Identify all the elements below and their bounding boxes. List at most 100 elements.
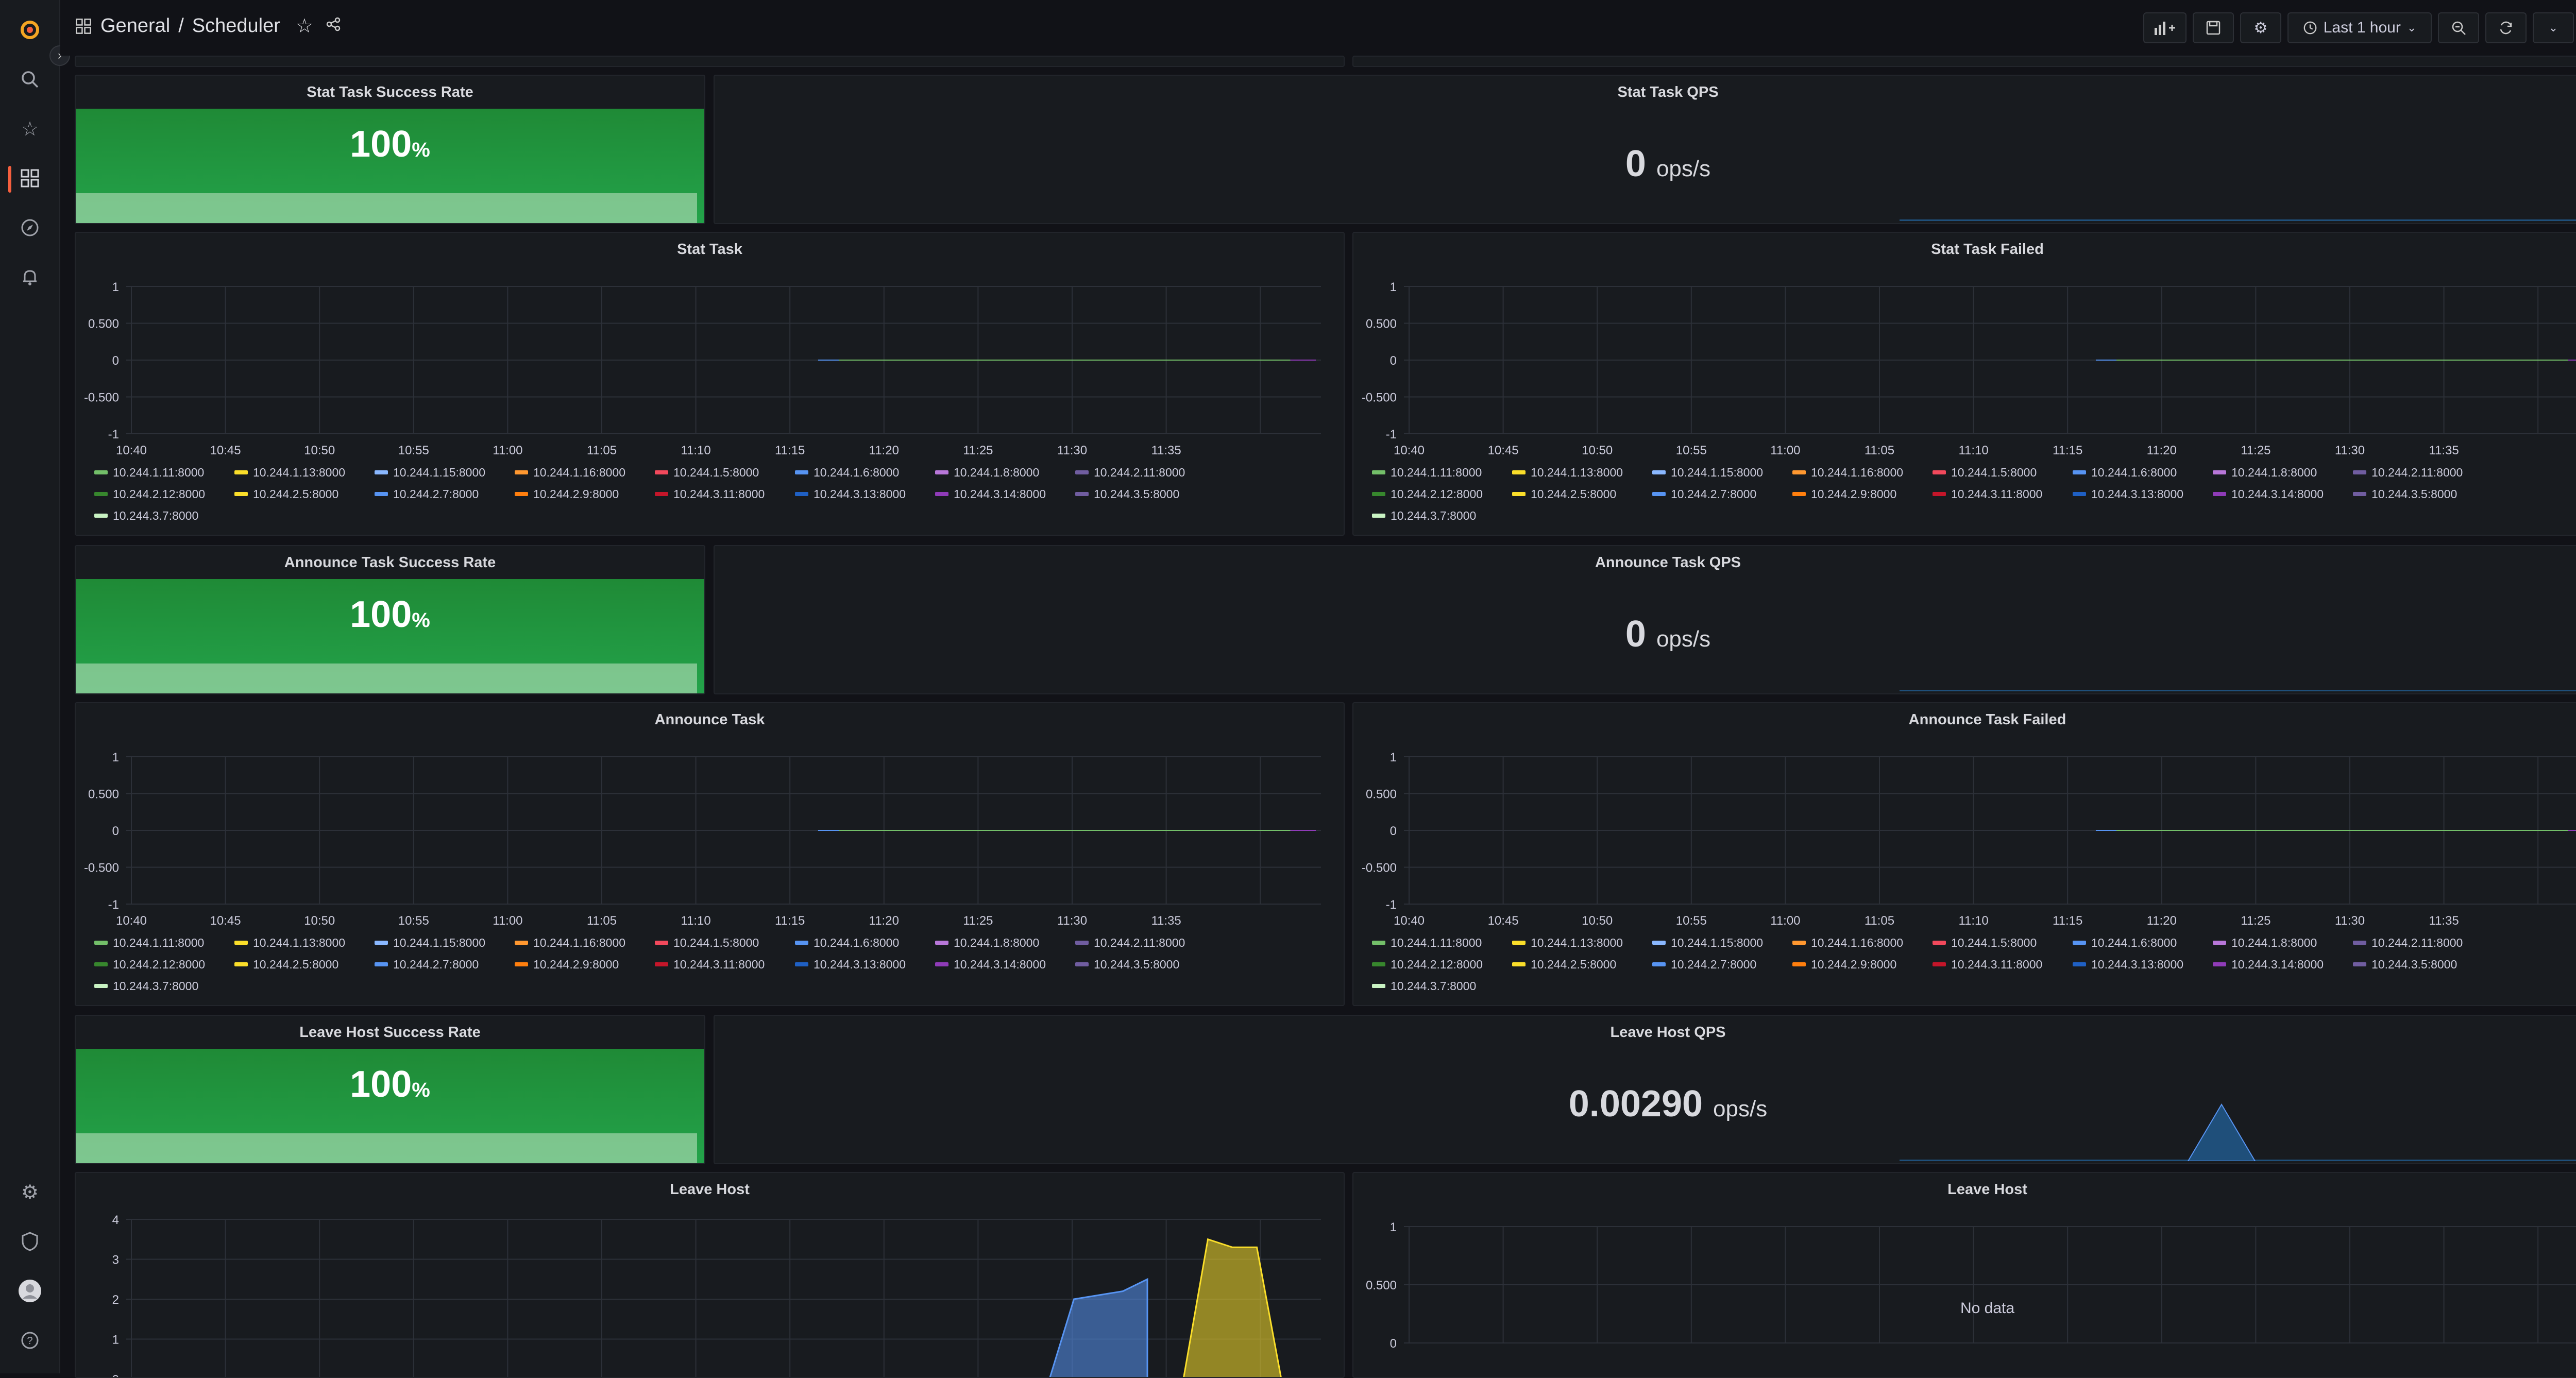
legend-item[interactable]: 10.244.2.11:8000: [1075, 932, 1215, 954]
legend-item[interactable]: 10.244.1.5:8000: [1933, 462, 2073, 483]
user-avatar[interactable]: [15, 1277, 44, 1305]
legend-item[interactable]: 10.244.2.9:8000: [515, 483, 655, 505]
legend-item[interactable]: 10.244.3.11:8000: [1933, 954, 2073, 975]
stat-task-failed-panel[interactable]: Stat Task Failed 1 0.500 0 -0.500 -1 10:40 10:…: [1352, 232, 2576, 536]
announce-task-qps-panel[interactable]: Announce Task QPS 0 ops/s: [714, 545, 2576, 694]
legend-item[interactable]: 10.244.3.7:8000: [94, 505, 234, 526]
legend-item[interactable]: 10.244.3.13:8000: [795, 954, 935, 975]
alerting-bell-icon[interactable]: [15, 263, 44, 292]
dashboard-settings-button[interactable]: ⚙: [2240, 12, 2281, 43]
legend-item[interactable]: 10.244.1.8:8000: [2213, 462, 2353, 483]
legend-item[interactable]: 10.244.2.11:8000: [2353, 462, 2493, 483]
legend-item[interactable]: 10.244.2.12:8000: [94, 483, 234, 505]
grafana-logo-icon[interactable]: [15, 15, 44, 44]
announce-task-success-rate-panel[interactable]: Announce Task Success Rate 100%: [75, 545, 705, 694]
legend-item[interactable]: 10.244.2.7:8000: [1652, 954, 1792, 975]
legend-item[interactable]: 10.244.1.6:8000: [795, 932, 935, 954]
server-admin-shield-icon[interactable]: [15, 1227, 44, 1256]
announce-task-failed-panel[interactable]: Announce Task Failed 1 0.500 0 -0.500 -1 10:4…: [1352, 702, 2576, 1006]
legend-item[interactable]: 10.244.2.9:8000: [1792, 954, 1933, 975]
legend-item[interactable]: 10.244.1.13:8000: [234, 932, 375, 954]
legend-item[interactable]: 10.244.3.11:8000: [1933, 483, 2073, 505]
legend-item[interactable]: 10.244.2.7:8000: [1652, 483, 1792, 505]
legend-item[interactable]: 10.244.1.5:8000: [655, 462, 795, 483]
legend-item[interactable]: 10.244.2.9:8000: [1792, 483, 1933, 505]
legend-item[interactable]: 10.244.2.12:8000: [94, 954, 234, 975]
add-panel-button[interactable]: [2143, 12, 2187, 43]
stat-task-success-rate-panel[interactable]: Stat Task Success Rate 100%: [75, 75, 705, 224]
explore-icon[interactable]: [15, 213, 44, 242]
search-icon[interactable]: [15, 65, 44, 94]
announce-task-panel[interactable]: Announce Task 1 0.500 0 -0.500 -1 10:40 10:45 1…: [75, 702, 1345, 1006]
legend-item[interactable]: 10.244.3.5:8000: [2353, 483, 2493, 505]
legend-item[interactable]: 10.244.1.8:8000: [935, 932, 1075, 954]
legend-item[interactable]: 10.244.2.9:8000: [515, 954, 655, 975]
legend-item[interactable]: 10.244.1.6:8000: [2073, 932, 2213, 954]
legend-item[interactable]: 10.244.1.16:8000: [1792, 932, 1933, 954]
legend-item[interactable]: 10.244.2.12:8000: [1372, 483, 1512, 505]
legend-item[interactable]: 10.244.1.11:8000: [1372, 932, 1512, 954]
legend-item[interactable]: 10.244.2.11:8000: [2353, 932, 2493, 954]
legend-item[interactable]: 10.244.3.7:8000: [1372, 975, 1512, 997]
legend-item[interactable]: 10.244.1.5:8000: [1933, 932, 2073, 954]
legend-item[interactable]: 10.244.1.15:8000: [1652, 932, 1792, 954]
legend-item[interactable]: 10.244.2.5:8000: [234, 483, 375, 505]
legend-item[interactable]: 10.244.2.11:8000: [1075, 462, 1215, 483]
legend-item[interactable]: 10.244.3.7:8000: [94, 975, 234, 997]
refresh-button[interactable]: [2485, 12, 2527, 43]
legend-item[interactable]: 10.244.3.13:8000: [2073, 483, 2213, 505]
leave-host-qps-panel[interactable]: Leave Host QPS 0.00290 ops/s: [714, 1015, 2576, 1164]
legend-item[interactable]: 10.244.1.16:8000: [515, 932, 655, 954]
stat-task-qps-panel[interactable]: Stat Task QPS 0 ops/s: [714, 75, 2576, 224]
legend-item[interactable]: 10.244.3.5:8000: [1075, 954, 1215, 975]
save-dashboard-button[interactable]: [2193, 12, 2234, 43]
star-dashboard-icon[interactable]: ☆: [295, 15, 313, 37]
legend-item[interactable]: 10.244.1.8:8000: [2213, 932, 2353, 954]
legend-item[interactable]: 10.244.1.15:8000: [375, 932, 515, 954]
zoom-out-button[interactable]: [2438, 12, 2479, 43]
leave-host-panel[interactable]: Leave Host 4 3 2 1 0: [75, 1172, 1345, 1378]
legend-item[interactable]: 10.244.1.15:8000: [1652, 462, 1792, 483]
legend-item[interactable]: 10.244.2.7:8000: [375, 483, 515, 505]
legend-item[interactable]: 10.244.2.5:8000: [234, 954, 375, 975]
breadcrumb-dashboard[interactable]: Scheduler: [192, 15, 280, 37]
leave-host-success-rate-panel[interactable]: Leave Host Success Rate 100%: [75, 1015, 705, 1164]
help-icon[interactable]: ?: [15, 1326, 44, 1355]
legend-item[interactable]: 10.244.3.11:8000: [655, 954, 795, 975]
legend-item[interactable]: 10.244.3.14:8000: [935, 954, 1075, 975]
stat-task-panel[interactable]: Stat Task 1 0.500 0 -0.500 -1 10:40 10:45 10:50…: [75, 232, 1345, 536]
legend-item[interactable]: 10.244.1.13:8000: [234, 462, 375, 483]
legend-item[interactable]: 10.244.3.14:8000: [2213, 483, 2353, 505]
legend-item[interactable]: 10.244.3.14:8000: [2213, 954, 2353, 975]
legend-item[interactable]: 10.244.1.11:8000: [1372, 462, 1512, 483]
legend-item[interactable]: 10.244.1.8:8000: [935, 462, 1075, 483]
legend-item[interactable]: 10.244.3.14:8000: [935, 483, 1075, 505]
share-icon[interactable]: [326, 15, 341, 37]
legend-item[interactable]: 10.244.1.6:8000: [795, 462, 935, 483]
legend-item[interactable]: 10.244.1.11:8000: [94, 462, 234, 483]
legend-item[interactable]: 10.244.1.13:8000: [1512, 462, 1652, 483]
legend-item[interactable]: 10.244.1.16:8000: [515, 462, 655, 483]
legend-item[interactable]: 10.244.2.5:8000: [1512, 954, 1652, 975]
starred-icon[interactable]: ☆: [21, 118, 39, 140]
legend-item[interactable]: 10.244.2.12:8000: [1372, 954, 1512, 975]
legend-item[interactable]: 10.244.1.16:8000: [1792, 462, 1933, 483]
legend-item[interactable]: 10.244.1.6:8000: [2073, 462, 2213, 483]
dashboards-icon[interactable]: [15, 164, 44, 193]
legend-item[interactable]: 10.244.3.5:8000: [2353, 954, 2493, 975]
legend-item[interactable]: 10.244.1.15:8000: [375, 462, 515, 483]
configuration-gear-icon[interactable]: ⚙: [21, 1181, 39, 1203]
legend-item[interactable]: 10.244.1.11:8000: [94, 932, 234, 954]
legend-item[interactable]: 10.244.3.13:8000: [795, 483, 935, 505]
refresh-interval-dropdown[interactable]: ⌄: [2533, 12, 2574, 43]
legend-item[interactable]: 10.244.3.11:8000: [655, 483, 795, 505]
time-picker-button[interactable]: Last 1 hour ⌄: [2287, 12, 2432, 43]
legend-item[interactable]: 10.244.1.5:8000: [655, 932, 795, 954]
leave-host-panel-2[interactable]: Leave Host 1 0.500 0 No data: [1352, 1172, 2576, 1378]
breadcrumb-folder[interactable]: General: [100, 15, 171, 37]
legend-item[interactable]: 10.244.1.13:8000: [1512, 932, 1652, 954]
legend-item[interactable]: 10.244.2.5:8000: [1512, 483, 1652, 505]
legend-item[interactable]: 10.244.3.5:8000: [1075, 483, 1215, 505]
legend-item[interactable]: 10.244.3.7:8000: [1372, 505, 1512, 526]
legend-item[interactable]: 10.244.2.7:8000: [375, 954, 515, 975]
